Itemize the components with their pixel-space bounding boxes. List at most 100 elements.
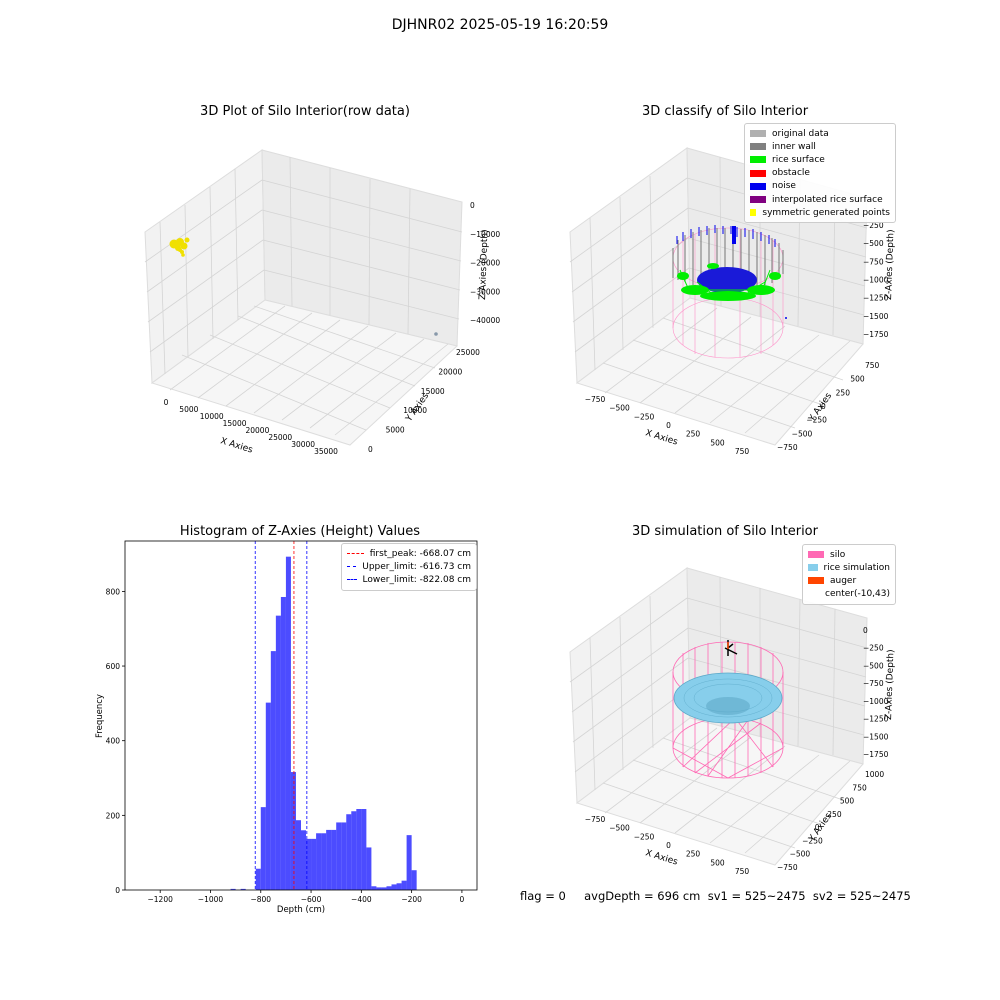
chart2-legend-label: obstacle bbox=[772, 168, 810, 179]
histogram-bar bbox=[381, 887, 387, 890]
chart2-x-label: X Axies bbox=[644, 428, 679, 447]
chart4-y-tick: 0 bbox=[815, 823, 820, 832]
chart4-x-tick: −250 bbox=[634, 832, 655, 841]
chart2-x-tick: −250 bbox=[634, 412, 655, 421]
chart1-z-tick: −10000 bbox=[470, 230, 500, 239]
chart4-legend-item: silo bbox=[808, 548, 890, 561]
chart1-x-tick: 0 bbox=[164, 398, 169, 407]
chart2-z-tick: −1750 bbox=[863, 330, 889, 339]
histogram-bar bbox=[411, 870, 417, 890]
histogram-y-tick: 800 bbox=[106, 587, 121, 596]
chart2-legend-swatch bbox=[750, 169, 766, 177]
chart1-y-tick: 25000 bbox=[456, 348, 480, 357]
histogram-bar bbox=[306, 838, 312, 890]
chart2-legend-label: noise bbox=[772, 181, 796, 192]
histogram-bar bbox=[280, 596, 286, 890]
chart4-y-tick: −750 bbox=[777, 863, 798, 872]
chart1-y-tick: 5000 bbox=[386, 426, 405, 435]
chart1-z-tick: 0 bbox=[470, 201, 475, 210]
chart4-y-tick: −250 bbox=[802, 836, 823, 845]
chart4-legend-item: auger bbox=[808, 574, 890, 587]
histogram-bar bbox=[366, 847, 372, 890]
chart2-z-tick: −1500 bbox=[863, 312, 889, 321]
histogram-bar bbox=[275, 615, 281, 890]
chart1-x-tick: 5000 bbox=[179, 405, 198, 414]
chart1-y-tick: 10000 bbox=[403, 406, 427, 415]
histogram-bar bbox=[230, 888, 236, 890]
chart2-legend-swatch bbox=[750, 196, 766, 204]
chart4-z-tick: −1750 bbox=[863, 750, 889, 759]
chart2-x-tick: 500 bbox=[710, 438, 725, 447]
chart4-z-tick: −1500 bbox=[863, 732, 889, 741]
chart4-z-label: Z-Axies (Depth) bbox=[884, 649, 895, 720]
chart4-title: 3D simulation of Silo Interior bbox=[632, 524, 818, 539]
histogram-bar bbox=[265, 702, 271, 890]
chart1-z-tick: −30000 bbox=[470, 287, 500, 296]
chart1-y-tick: 20000 bbox=[438, 367, 462, 376]
chart2-legend-label: rice surface bbox=[772, 154, 825, 165]
chart1-title: 3D Plot of Silo Interior(row data) bbox=[200, 104, 410, 119]
histogram-bar bbox=[356, 809, 362, 890]
chart2-legend-item: original data bbox=[750, 127, 890, 140]
chart4-x-tick: 250 bbox=[686, 850, 701, 859]
status-footer: flag = 0 avgDepth = 696 cm sv1 = 525~247… bbox=[520, 889, 911, 903]
chart3-legend-label: Upper_limit: -616.73 cm bbox=[362, 561, 471, 572]
chart3-legend-label: Lower_limit: -822.08 cm bbox=[362, 574, 471, 585]
chart4-legend-label: silo bbox=[830, 549, 846, 560]
chart1-x-tick: 10000 bbox=[200, 412, 224, 421]
chart4-z-tick: −1000 bbox=[863, 697, 889, 706]
chart4-x-tick: 750 bbox=[735, 867, 750, 876]
chart2-z-label: Z-Axies (Depth) bbox=[884, 229, 895, 300]
chart2-z-tick: −250 bbox=[863, 221, 884, 230]
chart2-y-tick: 250 bbox=[836, 388, 851, 397]
histogram-bar bbox=[346, 814, 352, 890]
chart3-plot: −1200 −1000 −800 −600 −400 −200 0 0 200 400 600 80… bbox=[95, 540, 478, 915]
histogram-bar bbox=[321, 833, 327, 890]
chart4-y-tick: 250 bbox=[827, 810, 842, 819]
chart2-legend-item: interpolated rice surface bbox=[750, 193, 890, 206]
chart1-x-tick: 25000 bbox=[268, 433, 292, 442]
histogram-bar bbox=[376, 887, 382, 890]
chart4-legend-label: center(-10,43) bbox=[825, 589, 890, 600]
chart2-y-tick: −250 bbox=[806, 416, 827, 425]
histogram-x-tick: −800 bbox=[250, 895, 271, 904]
histogram-y-tick: 400 bbox=[106, 737, 121, 746]
chart3-legend-line bbox=[347, 553, 364, 555]
chart2-y-tick: 750 bbox=[865, 361, 880, 370]
histogram-bar bbox=[255, 868, 261, 890]
chart2-legend-item: inner wall bbox=[750, 140, 890, 153]
chart2-y-tick: −500 bbox=[792, 429, 813, 438]
histogram-bar bbox=[316, 833, 322, 890]
chart1-z-tick: −40000 bbox=[470, 316, 500, 325]
chart3-title: Histogram of Z-Axies (Height) Values bbox=[179, 524, 421, 539]
chart2-title: 3D classify of Silo Interior bbox=[641, 104, 809, 119]
chart1-x-tick: 15000 bbox=[223, 419, 247, 428]
chart2-legend-item: rice surface bbox=[750, 153, 890, 166]
chart1-x-tick: 35000 bbox=[314, 447, 338, 456]
chart2-legend-item: symmetric generated points bbox=[750, 206, 890, 219]
chart1-y-tick: 15000 bbox=[421, 387, 445, 396]
chart4-legend-item: rice simulation bbox=[808, 561, 890, 574]
chart2-z-tick: −500 bbox=[863, 239, 884, 248]
chart4-x-tick: 500 bbox=[710, 858, 725, 867]
histogram-bar bbox=[240, 888, 246, 890]
chart4-x-tick: 0 bbox=[666, 841, 671, 850]
chart4-z-tick: −750 bbox=[863, 679, 884, 688]
chart4-legend-swatch bbox=[808, 564, 818, 572]
chart4-y-tick: 750 bbox=[852, 783, 867, 792]
chart2-legend-swatch bbox=[750, 143, 766, 151]
chart4-legend-label: rice simulation bbox=[823, 562, 890, 573]
chart4-legend: silo rice simulation auger center(-10,43) bbox=[802, 544, 896, 605]
chart4-legend-label: auger bbox=[830, 575, 857, 586]
chart3-legend-item: first_peak: -668.07 cm bbox=[347, 547, 471, 560]
histogram-bar bbox=[406, 835, 412, 890]
chart2-y-tick: −750 bbox=[777, 443, 798, 452]
chart1-x-tick: 20000 bbox=[245, 426, 269, 435]
chart2-y-tick: 0 bbox=[821, 402, 826, 411]
chart3-y-label: Frequency bbox=[95, 694, 105, 738]
histogram-bar bbox=[401, 880, 407, 890]
histogram-y-tick: 200 bbox=[106, 811, 121, 820]
histogram-x-tick: −1000 bbox=[198, 895, 224, 904]
